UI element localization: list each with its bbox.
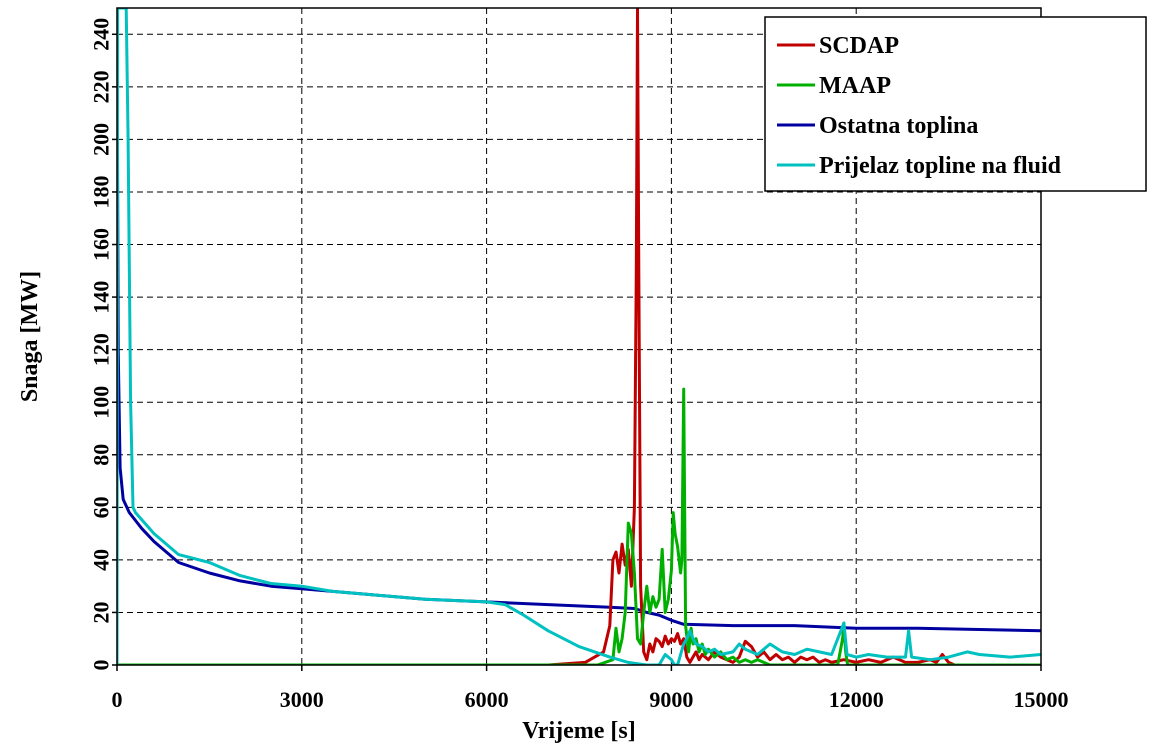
- y-tick-label: 240: [89, 18, 114, 51]
- x-tick-label: 6000: [465, 687, 509, 712]
- legend-label: Ostatna toplina: [819, 113, 978, 139]
- y-tick-label: 220: [89, 70, 114, 103]
- y-tick-label: 120: [89, 333, 114, 366]
- y-tick-label: 20: [89, 601, 114, 623]
- x-tick-label: 3000: [280, 687, 324, 712]
- series-line-maap: [117, 387, 1041, 665]
- series-line-prijelaz-topline-na-fluid: [117, 8, 1041, 665]
- y-tick-label: 80: [89, 444, 114, 466]
- plot-area-frame: [116, 7, 1042, 666]
- legend-box: [764, 16, 1147, 192]
- y-tick-label: 40: [89, 549, 114, 571]
- y-tick-label: 200: [89, 123, 114, 156]
- legend-label: MAAP: [819, 73, 891, 99]
- y-tick-label: 0: [89, 660, 114, 671]
- y-tick-label: 60: [89, 496, 114, 518]
- y-tick-label: 100: [89, 386, 114, 419]
- x-tick-label: 9000: [649, 687, 693, 712]
- y-tick-label: 140: [89, 281, 114, 314]
- legend: SCDAP MAAP Ostatna toplina Prijelaz topline…: [764, 16, 1147, 192]
- x-axis-title: Vrijeme [s]: [522, 718, 635, 744]
- axis-ticks: 0 3000 6000 9000 12000 15000 0 20 40 60 80 100 120 14…: [89, 18, 1069, 712]
- x-tick-label: 12000: [829, 687, 884, 712]
- legend-label: SCDAP: [819, 33, 899, 59]
- x-tick-label: 15000: [1014, 687, 1069, 712]
- y-axis-title: Snaga [MW]: [17, 271, 43, 402]
- y-tick-label: 160: [89, 228, 114, 261]
- legend-label: Prijelaz topline na fluid: [819, 153, 1062, 179]
- y-tick-label: 180: [89, 175, 114, 208]
- x-tick-label: 0: [112, 687, 123, 712]
